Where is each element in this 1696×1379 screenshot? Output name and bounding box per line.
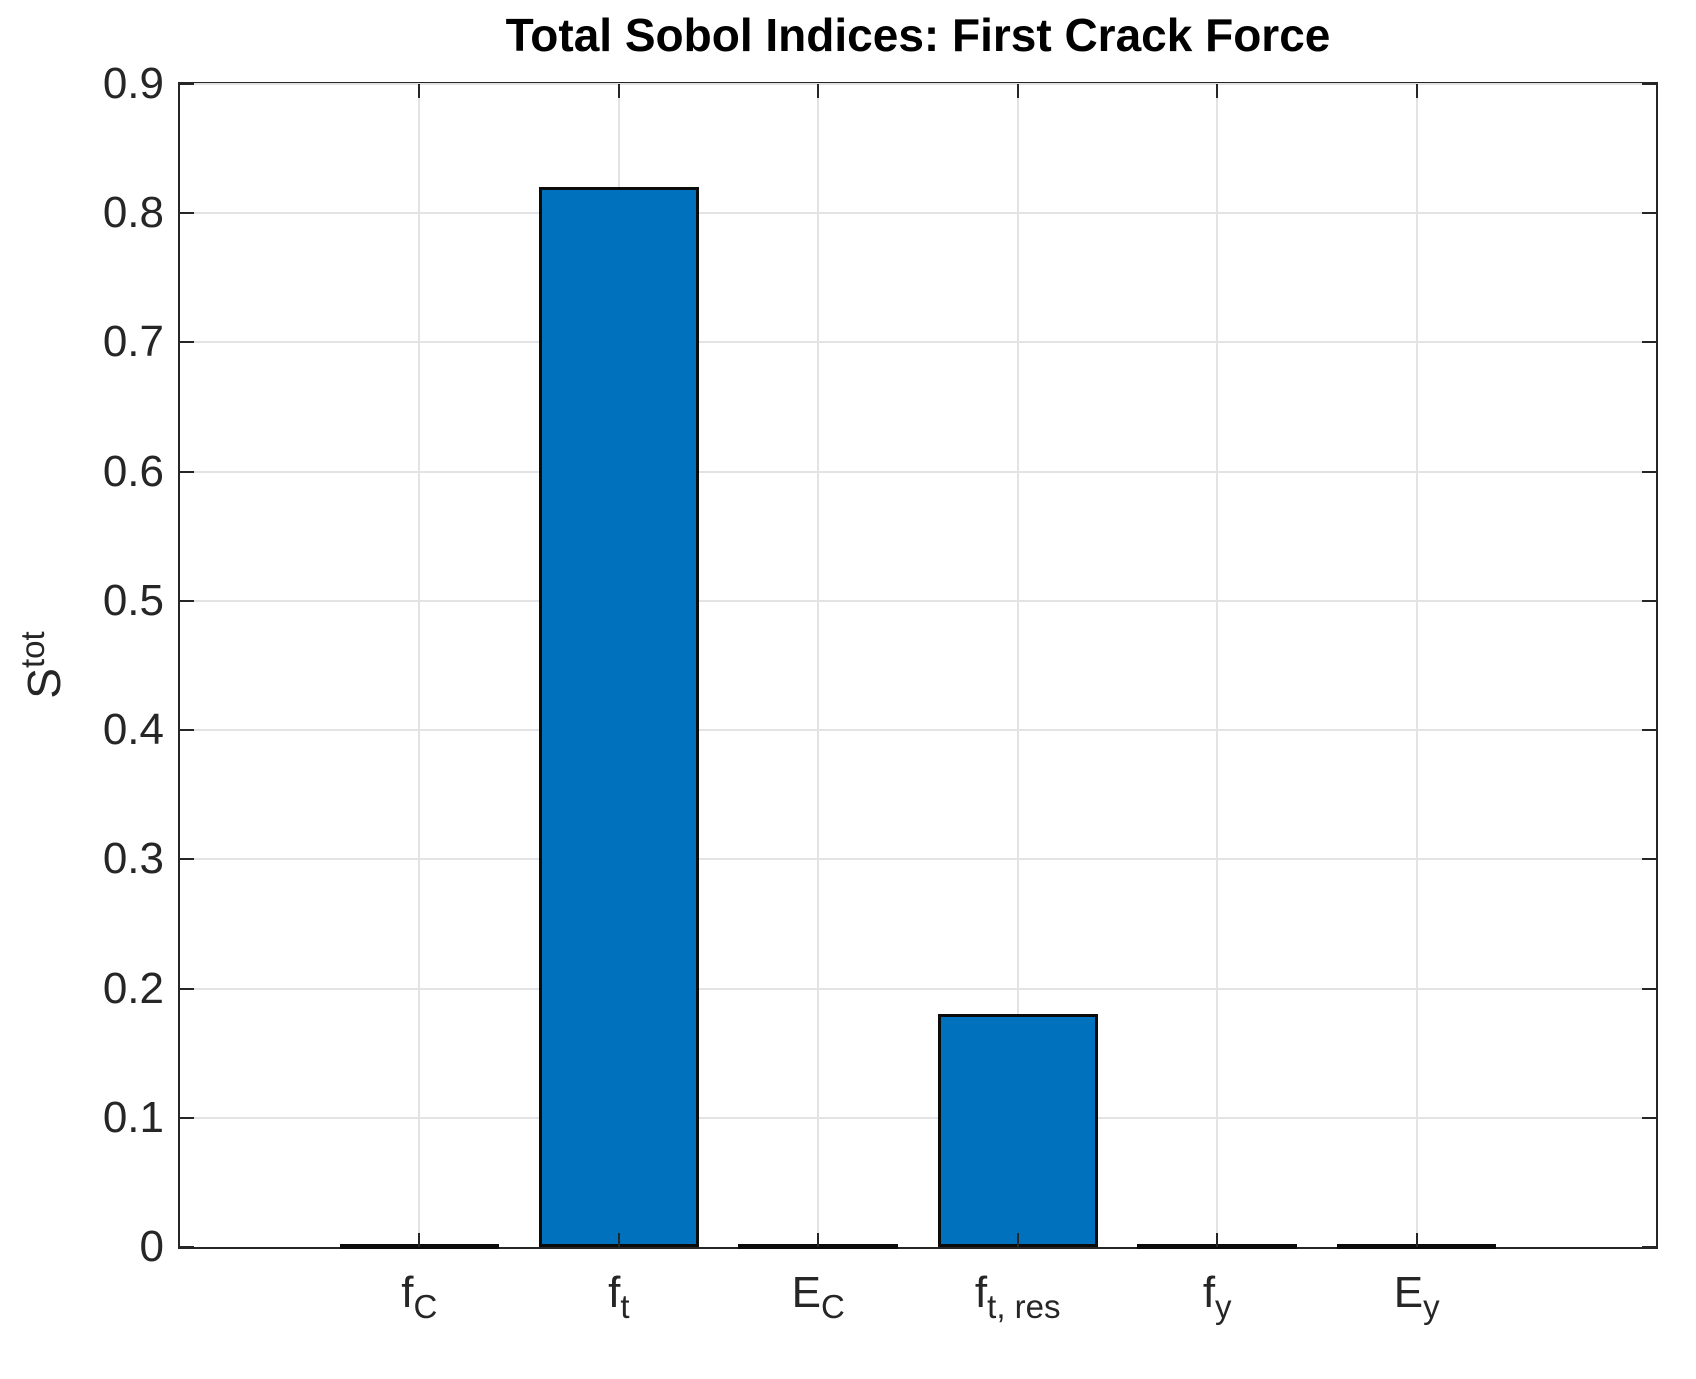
x-tick-top: [1016, 84, 1019, 98]
y-tick-label: 0.5: [102, 575, 164, 625]
plot-area: [178, 82, 1658, 1249]
y-tick-right: [1642, 729, 1656, 732]
horizontal-gridline: [180, 858, 1656, 861]
x-tick-label-base: f: [974, 1268, 988, 1317]
x-tick-label-f_{t, res}: ft, res: [974, 1268, 1061, 1325]
y-axis-label-base: S: [18, 668, 70, 699]
y-tick-label: 0.7: [102, 317, 164, 367]
x-tick-label-subscript: t, res: [987, 1288, 1061, 1326]
x-tick-label-f_t: ft: [608, 1268, 629, 1325]
y-tick-label: 0.4: [102, 705, 164, 755]
x-tick-top: [817, 84, 820, 98]
x-tick-label-base: E: [1393, 1268, 1424, 1317]
y-tick-left: [180, 599, 194, 602]
vertical-gridline: [1016, 84, 1019, 1247]
y-tick-right: [1642, 987, 1656, 990]
x-tick-bottom: [1415, 1233, 1418, 1247]
x-tick-label-subscript: t: [620, 1288, 630, 1326]
y-tick-right: [1642, 470, 1656, 473]
horizontal-gridline: [180, 212, 1656, 215]
y-tick-label: 0.1: [102, 1092, 164, 1142]
x-tick-label-base: f: [401, 1268, 414, 1317]
x-tick-label-f_y: fy: [1202, 1268, 1232, 1325]
y-tick-label: 0: [139, 1222, 164, 1271]
horizontal-gridline: [180, 83, 1656, 85]
bar-f_t: [539, 187, 699, 1247]
y-tick-left: [180, 83, 194, 85]
horizontal-gridline: [180, 470, 1656, 473]
y-tick-left: [180, 341, 194, 344]
x-tick-label-E_C: EC: [791, 1268, 845, 1325]
vertical-gridline: [1415, 84, 1418, 1247]
x-tick-label-subscript: y: [1423, 1288, 1440, 1326]
y-tick-left: [180, 858, 194, 861]
y-axis-label-superscript: tot: [13, 631, 51, 669]
x-tick-label-subscript: C: [821, 1288, 845, 1326]
y-tick-left: [180, 1116, 194, 1119]
y-tick-right: [1642, 1246, 1656, 1248]
x-tick-label-subscript: y: [1215, 1288, 1232, 1326]
y-tick-left: [180, 729, 194, 732]
horizontal-gridline: [180, 987, 1656, 990]
x-tick-label-base: f: [608, 1268, 621, 1317]
chart-title: Total Sobol Indices: First Crack Force: [505, 9, 1331, 61]
x-tick-bottom: [418, 1233, 421, 1247]
y-tick-left: [180, 987, 194, 990]
vertical-gridline: [418, 84, 421, 1247]
y-tick-right: [1642, 1116, 1656, 1119]
y-tick-left: [180, 1246, 194, 1248]
x-tick-label-f_C: fC: [401, 1268, 437, 1325]
vertical-gridline: [1216, 84, 1219, 1247]
y-tick-label: 0.6: [102, 446, 164, 496]
y-tick-label: 0.3: [102, 834, 164, 884]
x-tick-top: [1415, 84, 1418, 98]
x-tick-label-base: E: [791, 1268, 822, 1317]
x-tick-label-E_y: Ey: [1393, 1268, 1440, 1325]
y-tick-label: 0.2: [102, 963, 164, 1013]
x-tick-bottom: [817, 1233, 820, 1247]
x-tick-label-subscript: C: [413, 1288, 438, 1326]
y-tick-label: 0.9: [102, 59, 164, 108]
y-tick-right: [1642, 212, 1656, 215]
horizontal-gridline: [180, 341, 1656, 344]
bar-f_{t, res}: [937, 1014, 1098, 1247]
x-tick-bottom: [617, 1233, 620, 1247]
y-tick-right: [1642, 341, 1656, 344]
y-tick-label: 0.8: [102, 188, 164, 238]
y-tick-left: [180, 470, 194, 473]
y-tick-right: [1642, 83, 1656, 85]
x-tick-bottom: [1016, 1233, 1019, 1247]
x-tick-label-base: f: [1202, 1268, 1216, 1317]
x-tick-top: [617, 84, 620, 98]
vertical-gridline: [817, 84, 820, 1247]
horizontal-gridline: [180, 729, 1656, 732]
y-tick-right: [1642, 599, 1656, 602]
y-tick-left: [180, 212, 194, 215]
horizontal-gridline: [180, 1116, 1656, 1119]
horizontal-gridline: [180, 599, 1656, 602]
x-tick-top: [418, 84, 421, 98]
y-tick-right: [1642, 858, 1656, 861]
x-tick-bottom: [1216, 1233, 1219, 1247]
x-tick-top: [1216, 84, 1219, 98]
y-axis-label: Stot: [13, 631, 71, 699]
